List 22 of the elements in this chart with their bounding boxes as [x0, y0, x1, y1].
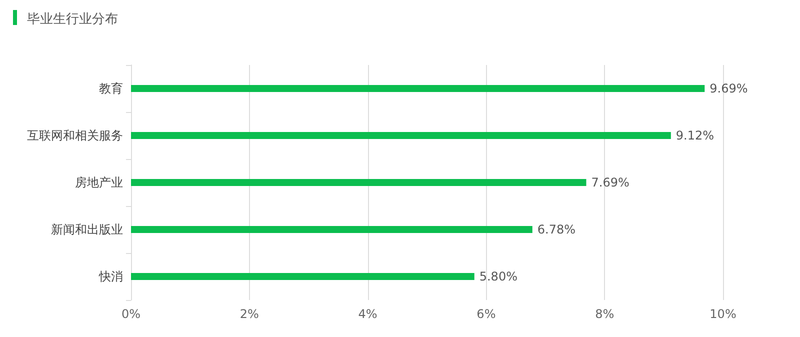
- x-tick-label: 10%: [710, 307, 736, 321]
- x-tick-label: 6%: [476, 307, 496, 321]
- bar: [131, 226, 532, 233]
- bar: [131, 85, 705, 92]
- bar: [131, 273, 474, 280]
- chart-title: 毕业生行业分布: [27, 12, 118, 27]
- data-label: 9.69%: [710, 82, 748, 96]
- x-tick-label: 2%: [240, 307, 259, 321]
- x-tick-label: 8%: [595, 307, 614, 321]
- data-label: 5.80%: [479, 270, 518, 284]
- bar: [131, 132, 671, 139]
- x-tick-label: 4%: [358, 307, 378, 321]
- x-tick-label: 0%: [121, 307, 141, 321]
- y-tick-label: 教育: [99, 82, 123, 96]
- y-tick-label: 互联网和相关服务: [27, 128, 123, 142]
- bar: [131, 179, 586, 186]
- y-tick-label: 新闻和出版业: [51, 222, 123, 236]
- data-label: 7.69%: [591, 176, 630, 190]
- y-tick-label: 房地产业: [75, 176, 123, 190]
- data-label: 9.12%: [676, 128, 714, 142]
- y-tick-label: 快消: [98, 270, 123, 284]
- data-label: 6.78%: [537, 222, 576, 236]
